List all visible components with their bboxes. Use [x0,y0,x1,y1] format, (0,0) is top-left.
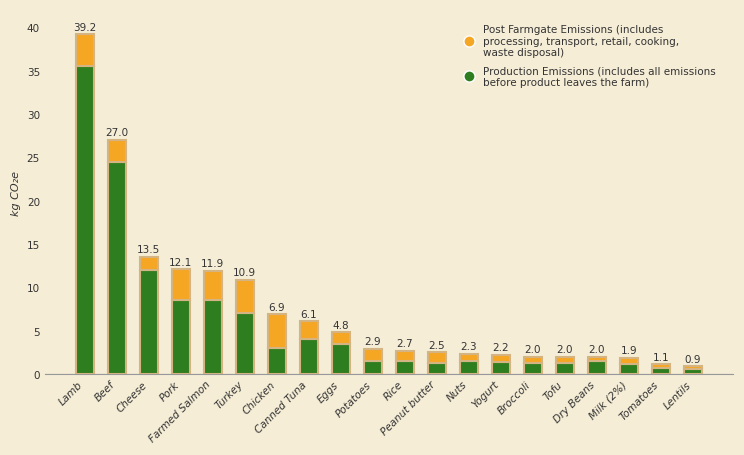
Bar [76,67,94,374]
Bar [588,357,606,361]
Text: 0.9: 0.9 [684,354,701,364]
Text: 2.7: 2.7 [397,338,413,348]
Bar [236,313,254,374]
Bar [428,363,446,374]
Bar [396,361,414,374]
Bar [588,361,606,374]
Bar [300,339,318,374]
Legend: Post Farmgate Emissions (includes
processing, transport, retail, cooking,
waste : Post Farmgate Emissions (includes proces… [459,20,721,93]
Bar [620,358,638,364]
Text: 2.2: 2.2 [493,343,509,353]
Bar [524,357,542,363]
Bar [236,280,254,313]
Text: 12.1: 12.1 [169,257,193,267]
Bar [652,368,670,374]
Bar [684,369,702,374]
Bar [460,361,478,374]
Text: 2.5: 2.5 [429,340,445,350]
Text: 2.0: 2.0 [525,344,541,354]
Bar [268,314,286,348]
Bar [652,364,670,368]
Text: 2.0: 2.0 [557,344,573,354]
Bar [364,349,382,361]
Bar [620,364,638,374]
Bar [492,355,510,362]
Text: 1.9: 1.9 [620,345,637,355]
Bar [460,354,478,361]
Bar [204,301,222,374]
Bar [556,363,574,374]
Bar [332,344,350,374]
Bar [140,270,158,374]
Bar [108,141,126,162]
Text: 2.9: 2.9 [365,337,381,347]
Text: 39.2: 39.2 [73,23,97,33]
Bar [76,35,94,67]
Text: 11.9: 11.9 [201,259,225,269]
Bar [492,362,510,374]
Bar [556,357,574,363]
Text: 4.8: 4.8 [333,320,349,330]
Bar [524,363,542,374]
Bar [140,258,158,270]
Bar [684,366,702,369]
Bar [268,348,286,374]
Text: 1.1: 1.1 [652,352,669,362]
Text: 10.9: 10.9 [234,268,257,278]
Bar [428,353,446,363]
Bar [364,361,382,374]
Text: 6.1: 6.1 [301,309,317,319]
Bar [300,321,318,339]
Text: 13.5: 13.5 [137,245,161,255]
Text: 6.9: 6.9 [269,302,285,312]
Bar [172,269,190,301]
Text: 2.0: 2.0 [589,344,605,354]
Bar [396,351,414,361]
Y-axis label: kg CO₂e: kg CO₂e [11,170,21,215]
Text: 27.0: 27.0 [106,128,129,138]
Text: 2.3: 2.3 [461,342,477,352]
Bar [204,271,222,301]
Bar [332,333,350,344]
Bar [172,301,190,374]
Bar [108,162,126,374]
